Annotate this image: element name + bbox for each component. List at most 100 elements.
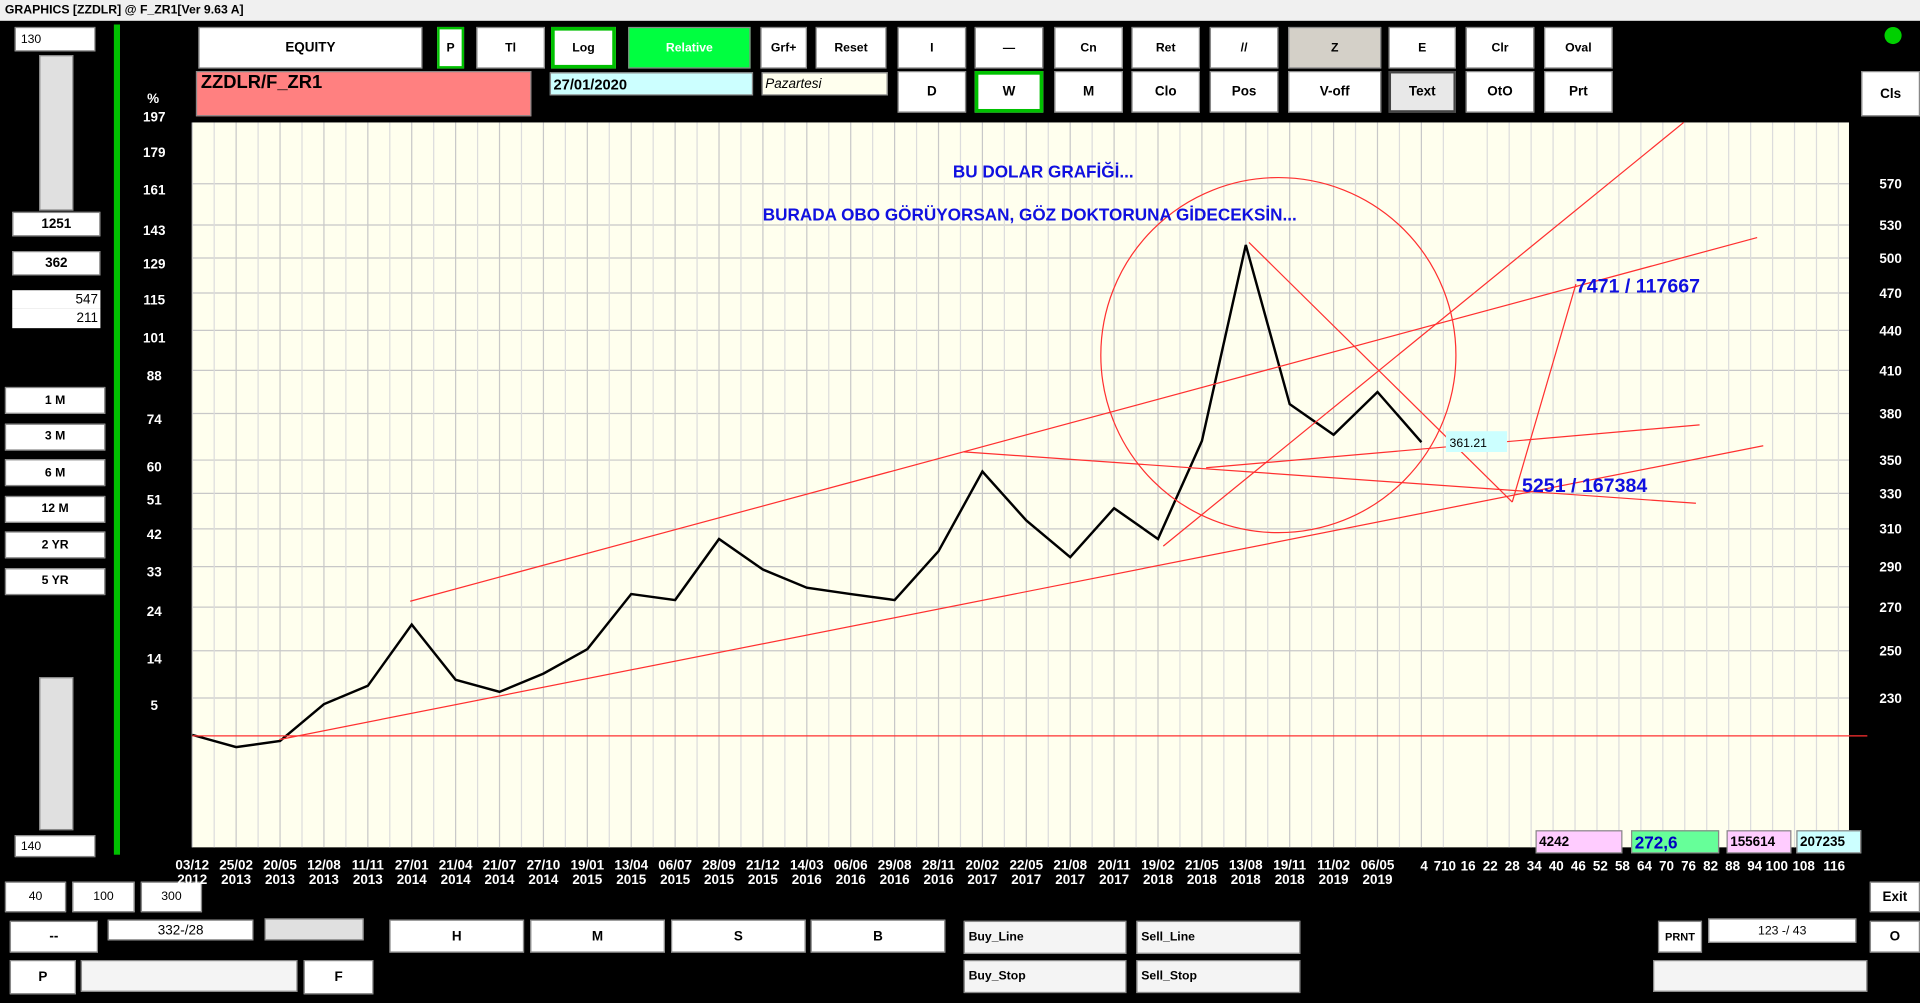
toolbar-button[interactable]: E xyxy=(1388,26,1456,69)
toolbar-button[interactable]: I xyxy=(897,26,967,69)
order-checkbox[interactable]: Buy_Stop xyxy=(963,960,1127,994)
scrollbar[interactable] xyxy=(80,960,298,992)
x-tick-label: 13/08 2018 xyxy=(1228,858,1263,888)
x-extension-label: 88 xyxy=(1725,859,1740,874)
y2-tick-label: 470 xyxy=(1879,286,1901,301)
hmsb-button[interactable]: M xyxy=(530,919,665,953)
toolbar-button[interactable]: Prt xyxy=(1544,71,1613,113)
y-tick-label: 5 xyxy=(151,698,159,713)
toolbar-button[interactable]: // xyxy=(1209,26,1279,69)
bars-field[interactable]: 130 xyxy=(14,26,96,52)
x-extension-label: 34 xyxy=(1527,859,1542,874)
print-button[interactable]: PRNT xyxy=(1657,920,1703,953)
y2-tick-label: 330 xyxy=(1879,486,1901,501)
p-button[interactable]: P xyxy=(9,960,76,995)
toolbar-button[interactable]: Reset xyxy=(815,26,887,69)
trend-line xyxy=(1511,283,1577,503)
status-light xyxy=(1884,26,1902,45)
toolbar-button[interactable]: P xyxy=(437,26,465,69)
toolbar-button[interactable]: OtO xyxy=(1465,71,1535,113)
order-checkbox[interactable]: Buy_Line xyxy=(963,920,1127,954)
o-button[interactable]: O xyxy=(1869,920,1920,953)
f-button[interactable]: F xyxy=(303,960,374,995)
hmsb-button[interactable]: S xyxy=(671,919,806,953)
toolbar-button[interactable]: Text xyxy=(1388,71,1456,113)
order-checkbox[interactable]: Sell_Line xyxy=(1136,920,1301,954)
hmsb-button[interactable]: H xyxy=(389,919,525,953)
toolbar-button[interactable]: EQUITY xyxy=(198,26,423,69)
scrollbar[interactable] xyxy=(39,55,74,211)
trend-line xyxy=(279,445,1764,741)
period-button[interactable]: 1 M xyxy=(4,386,106,414)
x-tick-label: 19/02 2018 xyxy=(1141,858,1175,888)
period-button[interactable]: 12 M xyxy=(4,495,106,523)
zoom-button[interactable]: 300 xyxy=(140,881,203,913)
value-field: 547 xyxy=(12,290,101,309)
hmsb-button[interactable]: B xyxy=(810,919,946,953)
zoom-button[interactable]: 40 xyxy=(4,881,67,913)
bars-field[interactable]: 140 xyxy=(14,835,96,858)
scrollbar[interactable] xyxy=(1653,960,1868,992)
x-tick-label: 21/08 2017 xyxy=(1053,858,1088,888)
toolbar-button[interactable]: Cn xyxy=(1054,26,1123,69)
toolbar-button[interactable]: Oval xyxy=(1544,26,1613,69)
period-button[interactable]: 3 M xyxy=(4,423,106,451)
scrollbar[interactable] xyxy=(39,677,74,831)
counter-field: 123 -/ 43 xyxy=(1708,918,1857,943)
x-tick-label: 06/06 2016 xyxy=(833,858,868,888)
y2-tick-label: 310 xyxy=(1879,522,1901,537)
y-tick-label: 101 xyxy=(143,330,166,345)
y2-tick-label: 270 xyxy=(1879,600,1901,615)
x-extension-label: 4 xyxy=(1420,859,1428,874)
weekday-field: Pazartesi xyxy=(761,72,888,96)
x-tick-label: 14/03 2016 xyxy=(789,858,824,888)
toolbar-button[interactable]: Clr xyxy=(1465,26,1535,69)
y2-tick-label: 530 xyxy=(1879,218,1901,233)
toolbar-button[interactable]: M xyxy=(1054,71,1123,113)
toolbar-button[interactable]: Log xyxy=(551,26,616,69)
y2-tick-label: 250 xyxy=(1879,644,1901,659)
period-button[interactable]: 2 YR xyxy=(4,531,106,559)
toolbar-button[interactable]: — xyxy=(974,26,1044,69)
order-checkbox[interactable]: Sell_Stop xyxy=(1136,960,1301,994)
toolbar-button[interactable]: D xyxy=(897,71,967,113)
x-extension-label: 40 xyxy=(1549,859,1564,874)
toolbar-button[interactable]: Ret xyxy=(1131,26,1201,69)
toolbar-button[interactable]: Relative xyxy=(628,26,751,69)
x-tick-label: 25/02 2013 xyxy=(219,858,253,888)
toolbar-button[interactable]: Pos xyxy=(1209,71,1279,113)
toolbar-button[interactable]: W xyxy=(974,71,1044,113)
symbol-label: ZZDLR/F_ZR1 xyxy=(195,71,532,117)
annotation: 7471 / 117667 xyxy=(1576,276,1700,298)
title-bar xyxy=(0,0,1920,21)
y2-tick-label: 350 xyxy=(1879,453,1901,468)
clear-button[interactable]: Cls xyxy=(1861,71,1920,117)
trend-line xyxy=(963,451,1696,504)
period-button[interactable]: 5 YR xyxy=(4,567,106,595)
y-tick-label: 14 xyxy=(147,652,162,667)
exit-button[interactable]: Exit xyxy=(1869,881,1920,913)
y-tick-label: 51 xyxy=(147,492,162,507)
x-tick-label: 19/11 2018 xyxy=(1273,858,1307,888)
dash-button[interactable]: -- xyxy=(9,920,98,953)
toolbar-button[interactable]: Z xyxy=(1288,26,1382,69)
period-button[interactable]: 6 M xyxy=(4,459,106,487)
window-controls[interactable] xyxy=(1824,1,1916,19)
x-tick-label: 22/05 2017 xyxy=(1009,858,1044,888)
value-field: 1251 xyxy=(12,211,101,237)
toolbar-button[interactable]: Clo xyxy=(1131,71,1201,113)
toolbar-button[interactable]: Grf+ xyxy=(760,26,807,69)
zoom-button[interactable]: 100 xyxy=(72,881,135,913)
x-tick-label: 19/01 2015 xyxy=(570,858,605,888)
y-tick-label: 33 xyxy=(147,564,162,579)
info-box: 155614 xyxy=(1726,830,1792,854)
x-tick-label: 21/05 2018 xyxy=(1185,858,1219,888)
x-extension-label: 46 xyxy=(1571,859,1586,874)
toolbar-button[interactable]: V-off xyxy=(1288,71,1382,113)
x-tick-label: 06/07 2015 xyxy=(658,858,692,888)
y2-tick-label: 380 xyxy=(1879,406,1901,421)
x-extension-label: 100 xyxy=(1766,859,1788,874)
y2-tick-label: 500 xyxy=(1879,251,1901,266)
toolbar-button[interactable]: Tl xyxy=(476,26,545,69)
scrollbar[interactable] xyxy=(264,918,364,941)
